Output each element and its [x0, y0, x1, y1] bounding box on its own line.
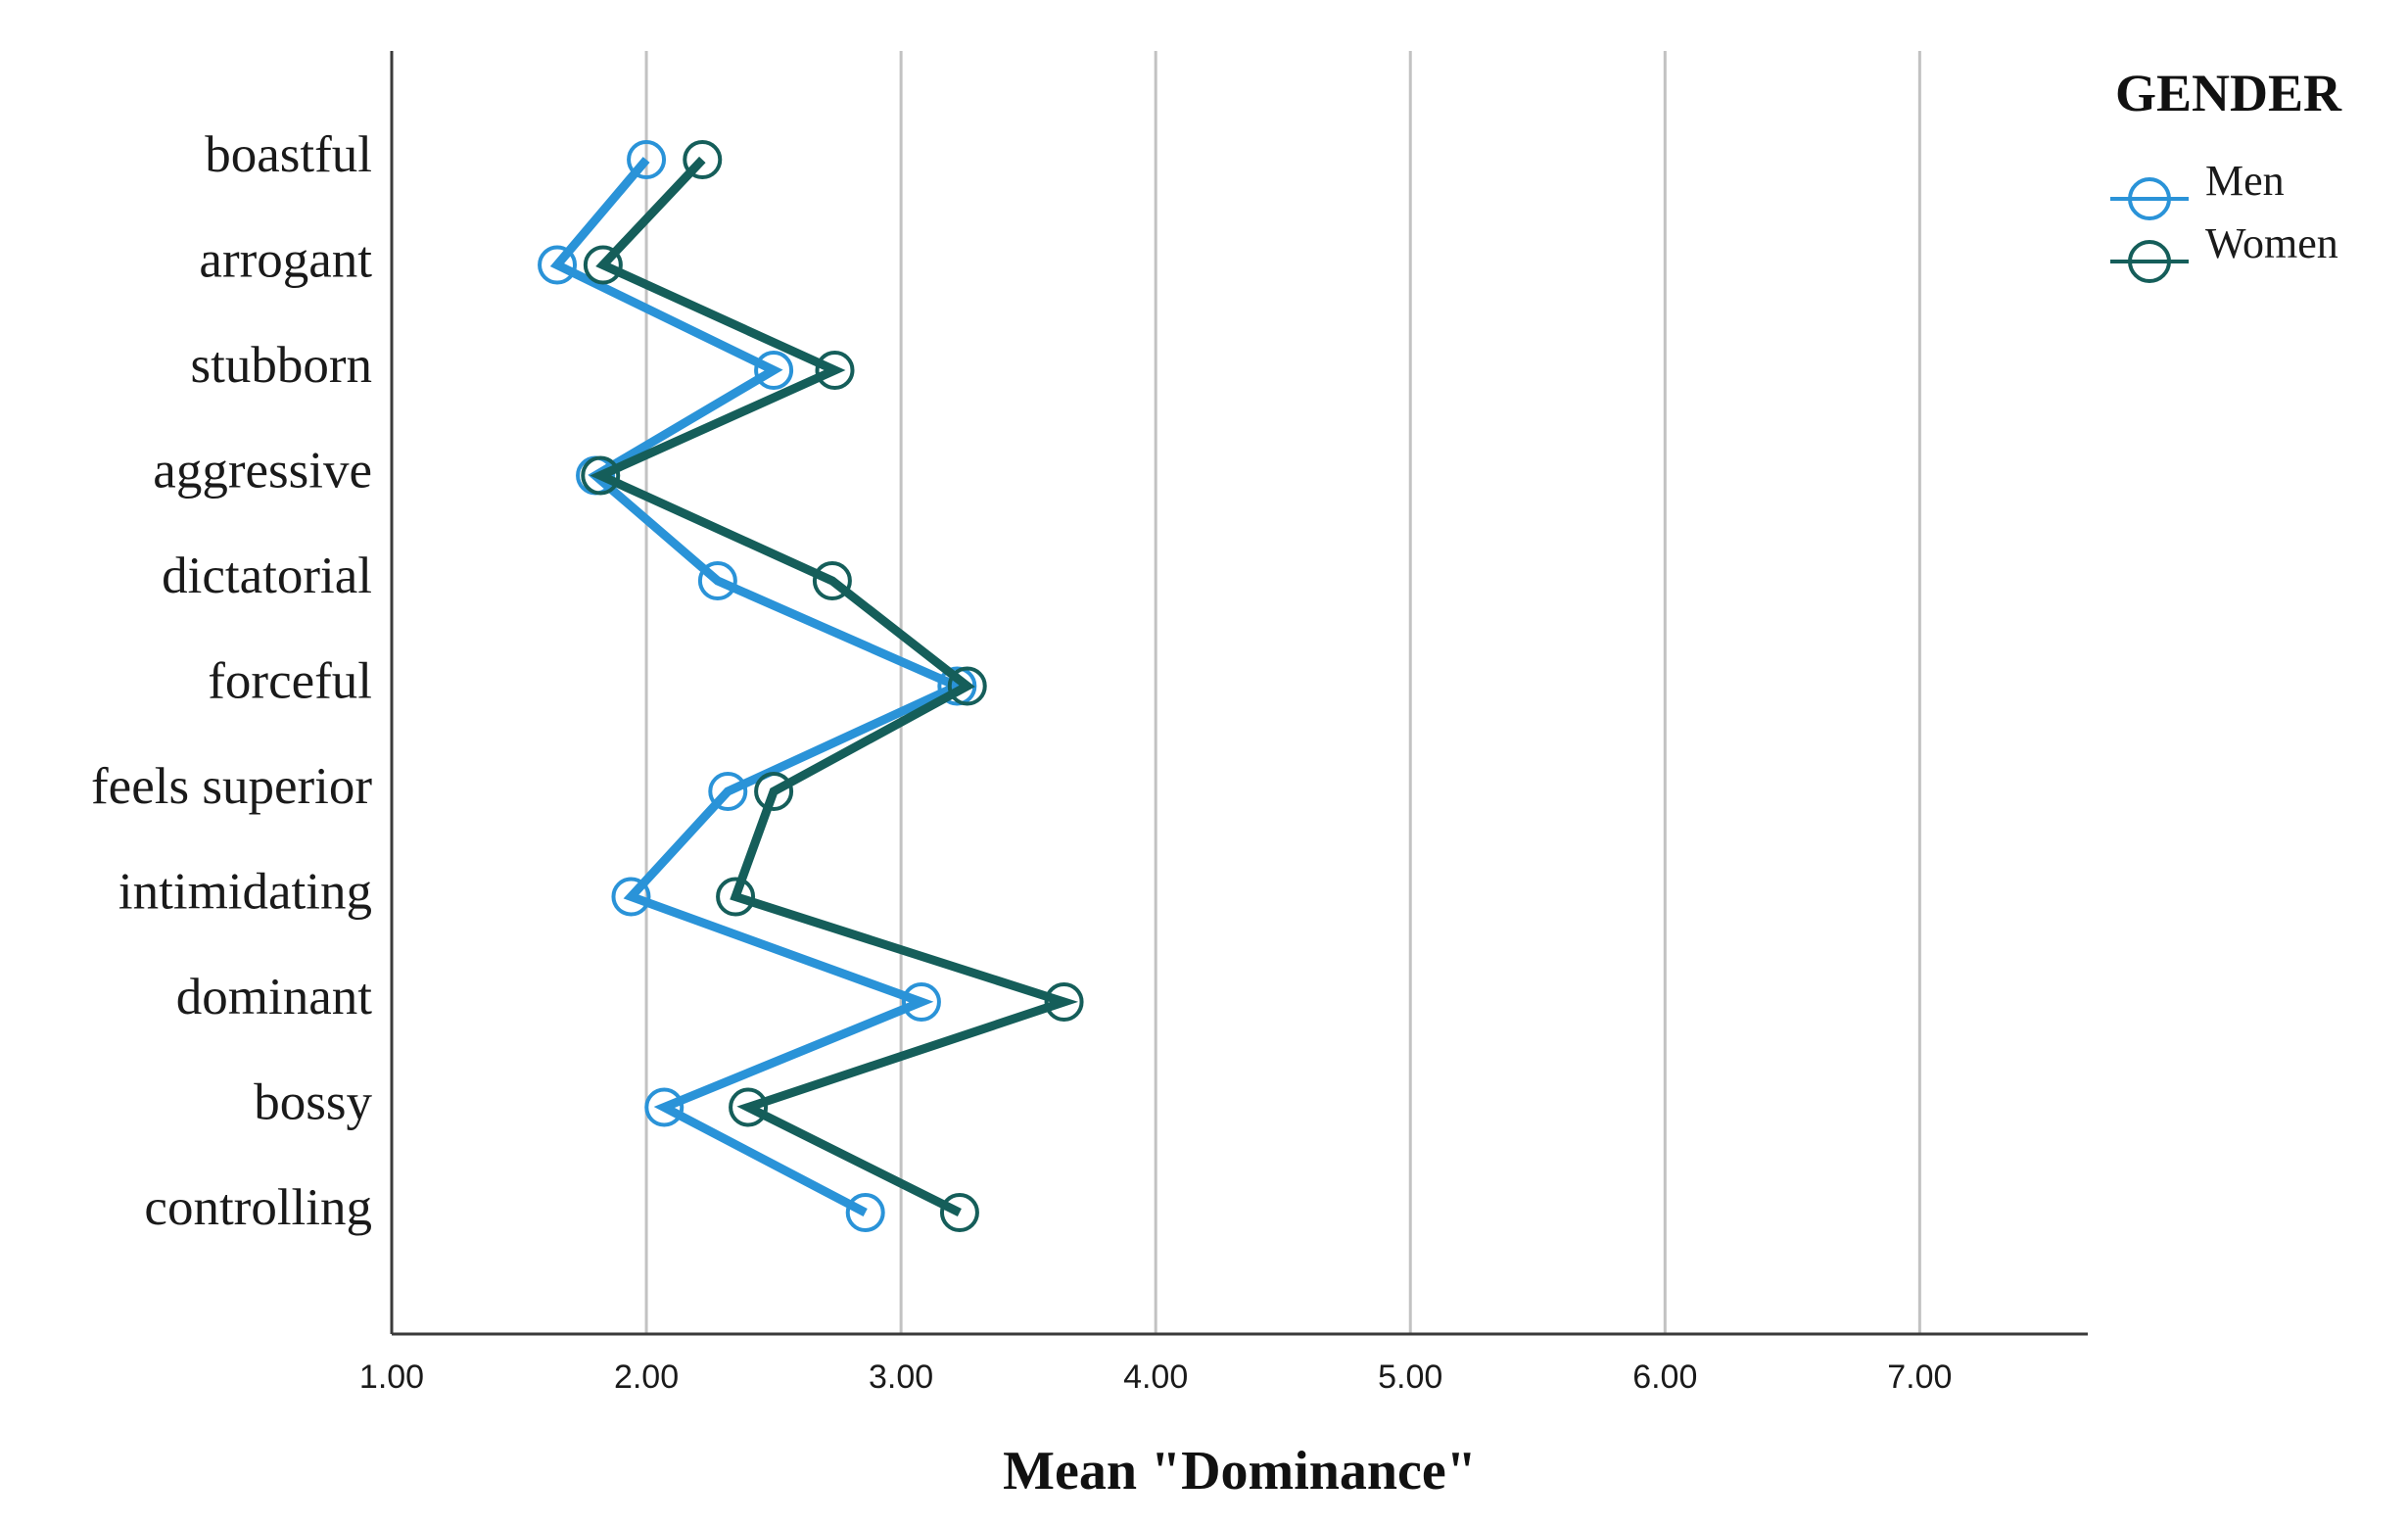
data-point: [697, 561, 737, 600]
data-point: [683, 140, 723, 179]
category-label: stubborn: [191, 337, 373, 394]
gridlines: [644, 51, 1921, 1334]
series-line: [549, 157, 968, 1216]
x-tick-label: 5.00: [1378, 1358, 1442, 1396]
data-point: [812, 561, 852, 600]
legend-swatch-marker: [2128, 177, 2171, 220]
category-label: dictatorial: [162, 548, 372, 604]
x-tick-label: 3.00: [869, 1358, 933, 1396]
data-point: [845, 1193, 885, 1232]
legend-label: Men: [2205, 157, 2285, 205]
x-tick-labels: 1.00 2.00 3.00 4.00 5.00 6.00 7.00: [359, 1358, 1953, 1396]
series-group: [538, 140, 1084, 1232]
data-point: [754, 772, 794, 811]
category-label: bossy: [254, 1074, 372, 1131]
data-point: [937, 666, 977, 706]
x-tick-label: 4.00: [1123, 1358, 1188, 1396]
axes: [390, 51, 2088, 1336]
data-point: [611, 877, 651, 917]
series-line: [590, 156, 1079, 1217]
data-point: [627, 140, 667, 179]
data-point: [1044, 982, 1084, 1022]
category-label: aggressive: [153, 443, 372, 500]
category-labels: boastful arrogant stubborn aggressive dictat…: [91, 126, 372, 1236]
data-point: [754, 351, 794, 390]
legend-label: Women: [2205, 219, 2338, 267]
data-point: [901, 982, 941, 1022]
category-label: forceful: [208, 653, 372, 710]
series-men: [538, 140, 977, 1232]
legend-swatch-marker: [2128, 240, 2171, 283]
x-tick-label: 2.00: [614, 1358, 679, 1396]
x-tick-label: 7.00: [1887, 1358, 1952, 1396]
data-point: [815, 351, 855, 390]
legend-title: GENDER: [2115, 64, 2342, 122]
category-label: feels superior: [91, 758, 372, 815]
data-point: [729, 1087, 769, 1127]
x-axis-title: Mean "Dominance": [1003, 1441, 1477, 1501]
category-label: controlling: [144, 1179, 372, 1236]
legend: GENDER Men Women: [2110, 64, 2342, 283]
data-point: [716, 877, 756, 917]
category-label: arrogant: [199, 232, 372, 289]
data-point: [708, 772, 748, 811]
data-point: [581, 455, 621, 496]
category-label: boastful: [205, 126, 372, 183]
data-point: [939, 1193, 979, 1232]
x-tick-label: 6.00: [1632, 1358, 1697, 1396]
data-point: [947, 666, 987, 706]
data-point: [538, 245, 578, 285]
data-point: [583, 245, 623, 285]
x-tick-label: 1.00: [359, 1358, 424, 1396]
category-label: intimidating: [118, 864, 372, 921]
series-women: [581, 140, 1084, 1232]
data-point: [644, 1087, 685, 1127]
category-label: dominant: [176, 969, 372, 1025]
